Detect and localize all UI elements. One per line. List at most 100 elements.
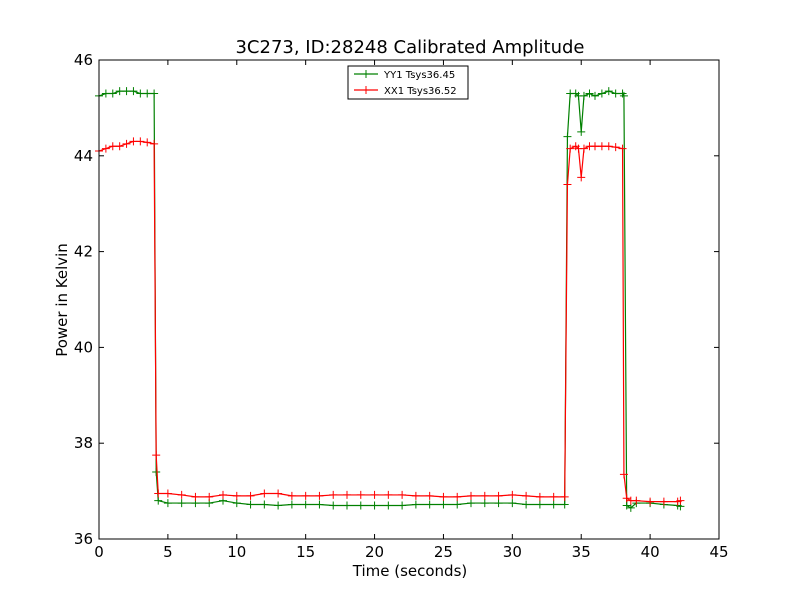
data-point xyxy=(425,500,434,509)
legend-label: XX1 Tsys36.52 xyxy=(384,86,457,97)
data-point xyxy=(577,173,586,182)
data-point xyxy=(129,137,138,146)
legend: YY1 Tsys36.45 XX1 Tsys36.52 xyxy=(347,65,469,100)
y-tick-label: 46 xyxy=(74,51,93,69)
data-point xyxy=(611,89,620,98)
data-point xyxy=(260,489,269,498)
legend-label: YY1 Tsys36.45 xyxy=(383,70,455,81)
data-point xyxy=(604,142,613,151)
data-point xyxy=(508,499,517,508)
y-tick-label: 38 xyxy=(74,434,93,452)
y-axis-label: Power in Kelvin xyxy=(53,243,71,357)
y-tick-label: 36 xyxy=(74,530,93,548)
x-tick-label: 15 xyxy=(296,543,315,561)
data-point xyxy=(101,144,110,153)
data-point xyxy=(101,89,110,98)
data-point xyxy=(591,91,599,100)
data-point xyxy=(579,144,588,153)
data-point xyxy=(676,496,685,505)
data-point xyxy=(343,501,351,510)
y-tick-label: 42 xyxy=(74,243,93,261)
x-tick-label: 0 xyxy=(94,543,104,561)
data-point xyxy=(619,470,628,479)
data-point xyxy=(136,89,145,98)
data-point xyxy=(522,491,531,500)
data-point xyxy=(287,500,296,509)
data-point xyxy=(150,139,159,148)
data-point xyxy=(566,144,575,153)
data-point xyxy=(646,497,655,506)
data-point xyxy=(453,492,462,501)
data-point xyxy=(163,499,172,508)
data-point xyxy=(287,491,296,500)
data-point xyxy=(619,91,628,100)
data-point xyxy=(163,489,172,498)
data-point xyxy=(384,490,393,499)
data-point xyxy=(411,500,420,509)
data-point xyxy=(398,501,407,510)
legend-marker xyxy=(362,86,370,94)
data-point xyxy=(246,491,255,500)
data-point xyxy=(370,501,379,510)
data-point xyxy=(246,500,255,509)
data-point xyxy=(480,491,489,500)
data-point xyxy=(315,491,324,500)
data-point xyxy=(356,501,365,510)
data-point xyxy=(508,490,517,499)
x-tick-label: 25 xyxy=(434,543,453,561)
x-tick-label: 5 xyxy=(163,543,173,561)
x-axis-label: Time (seconds) xyxy=(352,562,468,580)
data-point xyxy=(115,142,124,151)
x-tick-label: 30 xyxy=(503,543,522,561)
data-point xyxy=(549,500,558,509)
data-point xyxy=(579,91,588,100)
data-point xyxy=(560,492,569,501)
data-point xyxy=(274,489,283,498)
data-point xyxy=(356,490,365,499)
data-point xyxy=(108,89,117,98)
data-point xyxy=(453,500,462,509)
data-point xyxy=(591,142,599,151)
data-point xyxy=(329,490,338,499)
data-point xyxy=(480,499,489,508)
data-point xyxy=(122,139,131,148)
data-point xyxy=(626,503,635,512)
data-point xyxy=(136,137,145,146)
data-point xyxy=(152,467,161,476)
plot-frame xyxy=(98,59,720,540)
data-point xyxy=(177,499,186,508)
data-point xyxy=(343,490,351,499)
data-point xyxy=(219,490,227,499)
y-axis: 36 38 40 42 44 46 xyxy=(74,51,719,548)
data-point xyxy=(329,501,338,510)
y-tick-label: 44 xyxy=(74,147,93,165)
data-point xyxy=(604,87,613,96)
data-point xyxy=(597,89,606,98)
data-point xyxy=(439,492,448,501)
data-point xyxy=(597,142,606,151)
data-point xyxy=(232,491,241,500)
data-point xyxy=(522,500,531,509)
data-point xyxy=(494,491,503,500)
data-point xyxy=(129,87,138,96)
data-point xyxy=(301,491,310,500)
data-point xyxy=(535,500,544,509)
x-tick-label: 20 xyxy=(365,543,384,561)
x-tick-label: 40 xyxy=(641,543,660,561)
data-point xyxy=(632,496,641,505)
data-point xyxy=(232,499,241,508)
data-point xyxy=(154,496,163,505)
data-point xyxy=(659,497,668,506)
data-point xyxy=(274,501,283,510)
data-point xyxy=(585,89,594,98)
data-point xyxy=(177,490,186,499)
y-tick-label: 40 xyxy=(74,338,93,356)
data-point xyxy=(191,492,200,501)
data-point xyxy=(577,127,586,136)
data-point xyxy=(143,138,152,147)
data-point xyxy=(301,500,310,509)
data-point xyxy=(205,492,214,501)
data-point xyxy=(439,500,448,509)
data-point xyxy=(467,491,475,500)
